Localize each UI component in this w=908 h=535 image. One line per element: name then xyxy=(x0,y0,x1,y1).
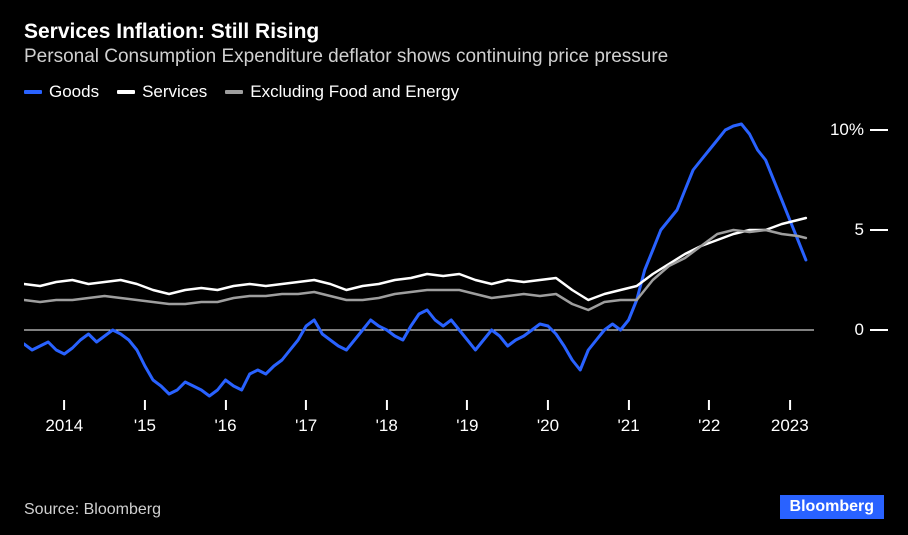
x-tick-label: '21 xyxy=(618,416,640,436)
legend-swatch xyxy=(117,90,135,94)
x-axis-labels: 2014 '15 '16 '17 '18 '19 '20 '21 '22 2023 xyxy=(24,416,814,454)
x-tick-label: '20 xyxy=(537,416,559,436)
x-tick-label: 2023 xyxy=(771,416,809,436)
x-tick-label: '15 xyxy=(134,416,156,436)
x-tick-label: '22 xyxy=(698,416,720,436)
chart-area: 0510% 2014'15'16'17'18'19'20'21'222023 xyxy=(24,110,884,450)
legend-label: Excluding Food and Energy xyxy=(250,82,459,102)
y-tick-label: 5 xyxy=(855,220,888,240)
chart-svg xyxy=(24,110,884,450)
x-tick-label: 2014 xyxy=(45,416,83,436)
legend-swatch xyxy=(24,90,42,94)
chart-subtitle: Personal Consumption Expenditure deflato… xyxy=(24,46,884,68)
x-tick-label: '19 xyxy=(456,416,478,436)
brand-badge: Bloomberg xyxy=(780,495,884,519)
legend-label: Goods xyxy=(49,82,99,102)
x-tick-label: '18 xyxy=(376,416,398,436)
legend-label: Services xyxy=(142,82,207,102)
legend-item: Excluding Food and Energy xyxy=(225,82,459,102)
chart-title: Services Inflation: Still Rising xyxy=(24,20,884,44)
y-tick-label: 10% xyxy=(830,120,888,140)
y-tick-label: 0 xyxy=(855,320,888,340)
legend-item: Goods xyxy=(24,82,99,102)
x-tick-label: '17 xyxy=(295,416,317,436)
legend-item: Services xyxy=(117,82,207,102)
source-text: Source: Bloomberg xyxy=(24,501,161,519)
x-tick-label: '16 xyxy=(214,416,236,436)
legend-swatch xyxy=(225,90,243,94)
legend: Goods Services Excluding Food and Energy xyxy=(24,82,884,102)
